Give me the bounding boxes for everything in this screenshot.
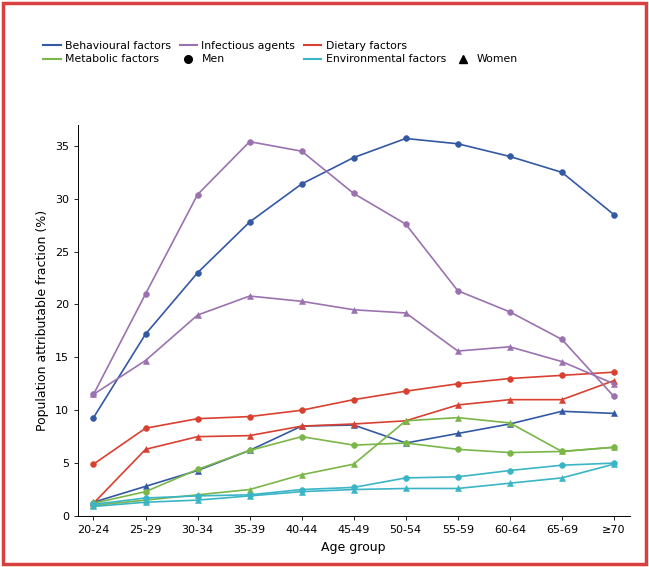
- Y-axis label: Population attributable fraction (%): Population attributable fraction (%): [36, 210, 49, 431]
- Legend: Behavioural factors, Metabolic factors, Infectious agents, Men, Dietary factors,: Behavioural factors, Metabolic factors, …: [39, 36, 522, 69]
- X-axis label: Age group: Age group: [321, 540, 386, 553]
